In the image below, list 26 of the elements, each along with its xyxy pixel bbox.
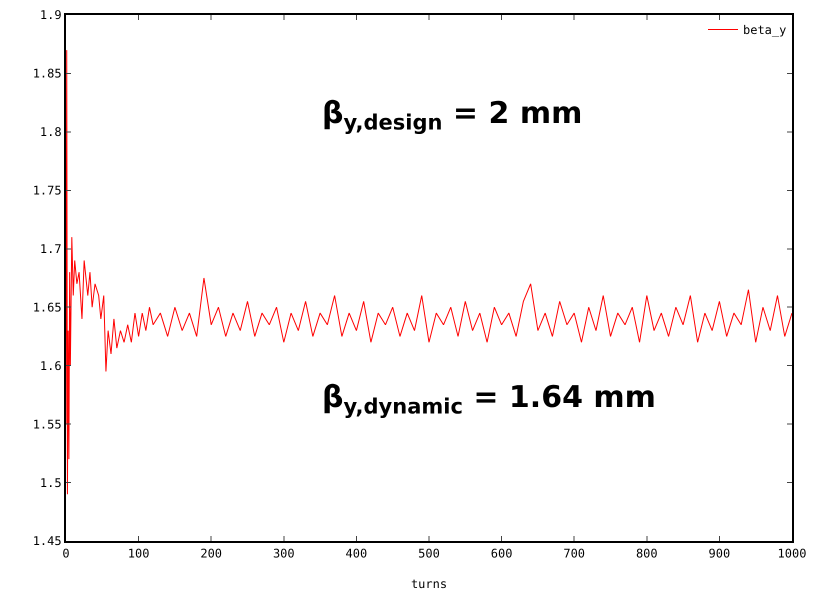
y-tick-label: 1.9 <box>40 8 62 22</box>
x-tick-label: 800 <box>636 546 658 560</box>
y-tick-label: 1.75 <box>32 184 62 198</box>
y-tick-label: 1.65 <box>32 300 62 314</box>
x-tick-label: 900 <box>708 546 730 560</box>
x-axis-title: turns <box>410 577 448 591</box>
y-tick-label: 1.7 <box>40 242 62 256</box>
annotation: β$_{y,dynamic}$ = 1.64 mm <box>322 380 656 418</box>
x-tick-label: 500 <box>418 546 440 560</box>
y-tick-label: 1.55 <box>32 417 62 432</box>
x-tick-label: 0 <box>62 546 70 560</box>
y-tick-label: 1.6 <box>40 358 62 373</box>
y-tick-label: 1.5 <box>40 476 62 490</box>
x-tick-label: 200 <box>200 546 222 560</box>
x-tick-label: 300 <box>272 546 295 560</box>
y-tick-label: 1.45 <box>32 534 62 548</box>
line-series <box>66 50 792 495</box>
y-tick-label: 1.85 <box>32 66 62 81</box>
x-tick-label: 600 <box>490 546 512 560</box>
x-tick-label: 1000 <box>778 546 806 560</box>
x-tick-label: 400 <box>346 546 368 560</box>
x-tick-label: 700 <box>563 546 586 560</box>
legend-label: beta_y <box>743 23 786 38</box>
annotation: β$_{y,design}$ = 2 mm <box>322 96 582 134</box>
y-tick-label: 1.8 <box>40 125 62 140</box>
x-tick-label: 100 <box>128 546 150 560</box>
